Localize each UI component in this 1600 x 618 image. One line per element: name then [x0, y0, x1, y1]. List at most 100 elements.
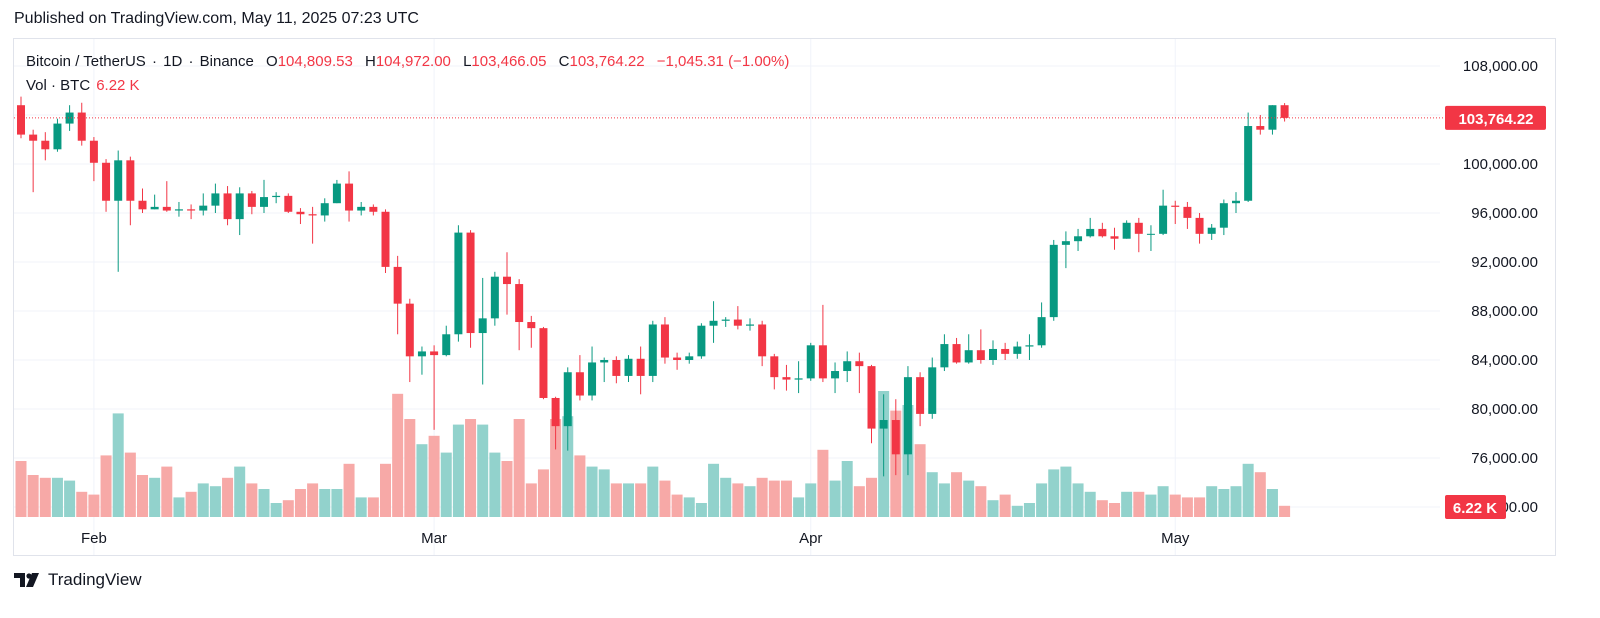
candle-body	[1049, 244, 1058, 318]
volume-value: 6.22 K	[96, 77, 140, 94]
volume-bar	[720, 477, 732, 517]
volume-bar	[428, 435, 440, 517]
volume-bar	[173, 497, 185, 517]
high-label: H	[364, 53, 376, 70]
volume-bar	[926, 472, 938, 517]
grid-lines	[14, 39, 1440, 555]
price-tick-label: 96,000.00	[1471, 205, 1538, 222]
candle-body	[782, 377, 791, 380]
volume-bar	[1060, 466, 1072, 517]
price-tick-label: 88,000.00	[1471, 303, 1538, 320]
candle-body	[600, 360, 609, 363]
volume-bar	[51, 477, 63, 517]
candle-body	[1086, 228, 1095, 237]
volume-bar	[938, 483, 950, 517]
volume-bar	[732, 483, 744, 517]
chart-legend: Bitcoin / TetherUS · 1D · Binance O104,8…	[26, 50, 789, 98]
volume-bar	[537, 469, 549, 517]
candle-body	[964, 350, 973, 363]
volume-bar	[149, 477, 161, 517]
candle-body	[843, 361, 852, 372]
open-label: O	[266, 53, 278, 70]
candle-body	[940, 344, 949, 368]
candle-body	[126, 160, 135, 201]
candle-body	[575, 372, 584, 396]
candle-body	[442, 334, 451, 356]
volume-bar	[64, 480, 76, 517]
candle-body	[308, 214, 317, 216]
footer-brand[interactable]: TradingView	[14, 570, 142, 590]
candle-body	[1025, 345, 1034, 347]
volume-bar	[793, 497, 805, 517]
volume-bar	[1169, 494, 1181, 517]
price-tick-label: 100,000.00	[1463, 156, 1538, 173]
volume-bar	[88, 494, 100, 517]
candle-body	[539, 328, 548, 398]
candle-body	[1074, 236, 1083, 242]
volume-bar	[768, 480, 780, 517]
volume-bar	[222, 477, 234, 517]
candle-body	[369, 206, 378, 212]
chart-panel[interactable]	[13, 38, 1556, 556]
candle-body	[1013, 346, 1022, 354]
candle-body	[770, 356, 779, 378]
time-tick-label: Mar	[421, 530, 447, 547]
candle-body	[648, 324, 657, 376]
candle-body	[430, 351, 439, 356]
candles	[17, 96, 1289, 477]
volume-bar	[367, 497, 379, 517]
volume-bar	[76, 491, 88, 517]
volume-bar	[659, 480, 671, 517]
volume-bar	[15, 461, 27, 517]
candle-body	[1280, 105, 1289, 118]
volume-bar	[829, 480, 841, 517]
volume-bar	[647, 466, 659, 517]
candle-body	[357, 206, 366, 211]
candle-body	[867, 366, 876, 429]
price-tick-label: 76,000.00	[1471, 450, 1538, 467]
candle-body	[211, 193, 220, 206]
volume-bar	[246, 483, 258, 517]
candle-body	[636, 358, 645, 376]
candle-body	[1122, 222, 1131, 239]
high-value: 104,972.00	[375, 53, 451, 70]
price-tick-label: 92,000.00	[1471, 254, 1538, 271]
candle-body	[260, 197, 268, 207]
candle-body	[1061, 241, 1070, 245]
interval-label: 1D	[163, 53, 183, 70]
change-value: −1,045.31 (−1.00%)	[656, 53, 790, 70]
volume-bar	[1194, 497, 1206, 517]
volume-bar	[598, 469, 610, 517]
candle-body	[660, 324, 669, 358]
symbol-name: Bitcoin / TetherUS	[26, 53, 146, 70]
volume-bar	[999, 494, 1011, 517]
volume-bar	[562, 416, 574, 517]
volume-bar	[756, 477, 768, 517]
volume-bar	[1011, 505, 1023, 517]
exchange-label: Binance	[199, 53, 254, 70]
candle-body	[794, 378, 803, 380]
volume-bar	[343, 463, 355, 517]
volume-bar	[1109, 503, 1120, 517]
volume-bar	[525, 483, 537, 517]
volume-bar	[112, 413, 124, 517]
candle-body	[1219, 203, 1228, 228]
volume-bar	[1206, 486, 1218, 517]
volume-bar	[124, 452, 136, 517]
candle-body	[903, 377, 912, 455]
volume-bar	[951, 472, 963, 517]
volume-bar	[574, 455, 586, 517]
candle-body	[89, 140, 98, 163]
candle-body	[332, 183, 341, 204]
candle-body	[989, 348, 997, 360]
candle-body	[1159, 205, 1168, 234]
volume-bar	[914, 444, 926, 517]
candle-body	[709, 320, 718, 326]
volume-bar	[1072, 483, 1084, 517]
low-value: 103,466.05	[471, 53, 547, 70]
candle-body	[187, 209, 196, 211]
volume-row: Vol · BTC 6.22 K	[26, 74, 789, 98]
volume-bar	[331, 489, 343, 517]
volume-bar	[513, 419, 525, 517]
